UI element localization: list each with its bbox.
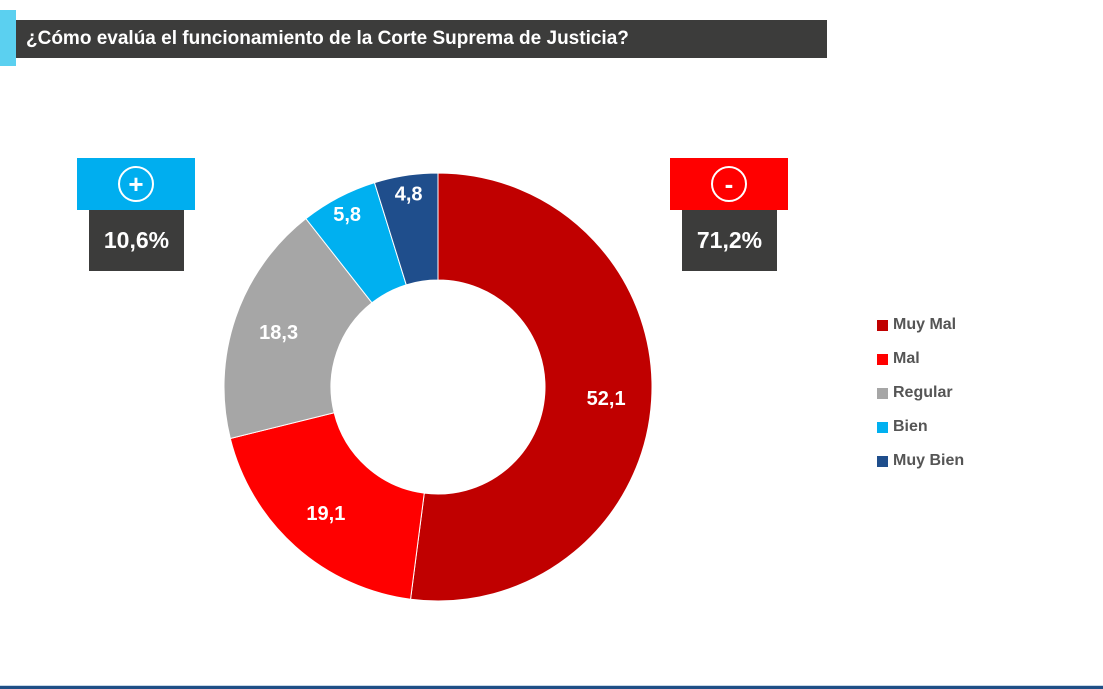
legend-label: Muy Bien bbox=[893, 452, 965, 469]
chart-title: ¿Cómo evalúa el funcionamiento de la Cor… bbox=[16, 20, 827, 58]
legend-label: Regular bbox=[893, 384, 953, 401]
legend-swatch bbox=[877, 319, 888, 331]
slice-muy-bien bbox=[373, 172, 439, 286]
legend-item: Muy Mal bbox=[877, 308, 964, 342]
minus-icon: - bbox=[711, 166, 747, 202]
data-label: 4,8 bbox=[395, 184, 423, 206]
data-label: 18,3 bbox=[259, 322, 298, 344]
legend-label: Bien bbox=[893, 418, 928, 435]
legend-label: Muy Mal bbox=[893, 316, 957, 333]
legend-item: Bien bbox=[877, 410, 964, 444]
data-label: 19,1 bbox=[306, 503, 345, 525]
bottom-rule bbox=[0, 685, 1103, 689]
legend-swatch bbox=[877, 421, 888, 433]
negative-total: 71,2% bbox=[682, 210, 777, 271]
slice-mal bbox=[229, 412, 425, 600]
legend-swatch bbox=[877, 387, 888, 399]
legend-item: Regular bbox=[877, 376, 964, 410]
legend-label: Mal bbox=[893, 350, 920, 367]
positive-total: 10,6% bbox=[89, 210, 184, 271]
legend-item: Muy Bien bbox=[877, 444, 964, 478]
accent-strip bbox=[0, 10, 16, 66]
plus-icon: + bbox=[118, 166, 154, 202]
legend-swatch bbox=[877, 353, 888, 365]
data-label: 52,1 bbox=[587, 388, 626, 410]
legend-item: Mal bbox=[877, 342, 964, 376]
positive-header: + bbox=[77, 158, 195, 210]
slice-muy-mal bbox=[409, 172, 653, 602]
legend-swatch bbox=[877, 455, 888, 467]
legend: Muy Mal Mal Regular Bien Muy Bien bbox=[877, 308, 964, 478]
slice-regular bbox=[223, 217, 373, 440]
negative-header: - bbox=[670, 158, 788, 210]
data-label: 5,8 bbox=[333, 204, 361, 226]
